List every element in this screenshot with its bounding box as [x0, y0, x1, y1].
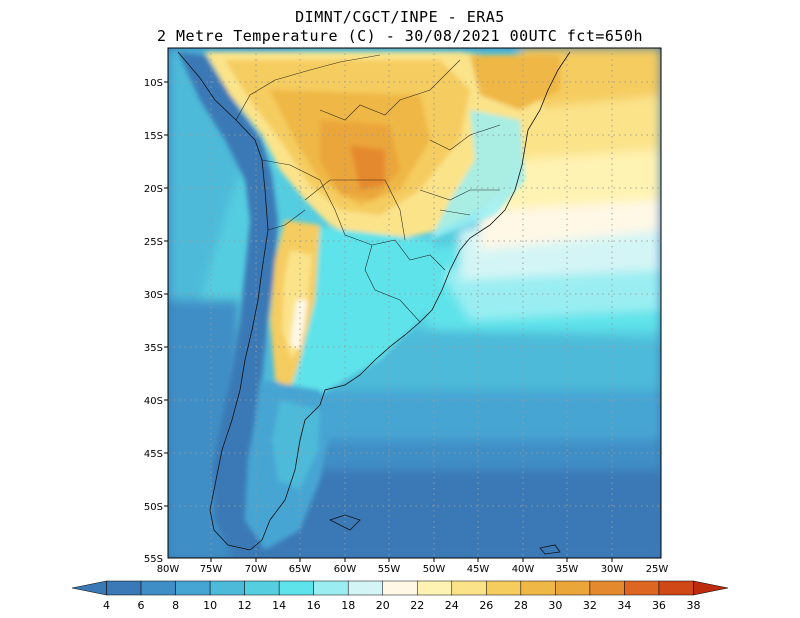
- lon-label: 50W: [423, 564, 446, 575]
- colorbar-label: 32: [583, 599, 597, 612]
- lon-label: 45W: [467, 564, 490, 575]
- colorbar-arrow-high: [693, 580, 729, 596]
- colorbar-label: 16: [307, 599, 321, 612]
- graticule: [168, 48, 661, 558]
- colorbar-swatch: [486, 580, 522, 596]
- colorbar-label: 36: [652, 599, 666, 612]
- lat-label: 30S: [144, 290, 163, 301]
- colorbar-swatch: [209, 580, 245, 596]
- title-line-2: 2 Metre Temperature (C) - 30/08/2021 00U…: [156, 27, 644, 45]
- lon-label: 65W: [289, 564, 312, 575]
- colorbar-label: 12: [238, 599, 252, 612]
- colorbar-label: 14: [272, 599, 286, 612]
- lon-label: 25W: [646, 564, 669, 575]
- lat-label: 50S: [144, 502, 163, 513]
- colorbar-swatch: [520, 580, 556, 596]
- lat-label: 15S: [144, 131, 163, 142]
- colorbar: 4 6 8 10 12 14 16 18 20 22 24 26 28 30 32 34 36 38: [71, 580, 729, 612]
- colorbar-label: 28: [514, 599, 528, 612]
- lat-label: 45S: [144, 449, 163, 460]
- colorbar-swatch: [589, 580, 625, 596]
- lat-ticks: [164, 81, 168, 507]
- lon-label: 30W: [601, 564, 624, 575]
- colorbar-swatch: [658, 580, 694, 596]
- colorbar-swatch: [417, 580, 453, 596]
- borders: [235, 54, 501, 323]
- lat-label: 25S: [144, 237, 163, 248]
- lon-label: 70W: [245, 564, 268, 575]
- title-line-1: DIMNT/CGCT/INPE - ERA5: [295, 8, 505, 26]
- plot-frame: [167, 47, 662, 559]
- colorbar-swatch: [106, 580, 142, 596]
- colorbar-label: 4: [103, 599, 110, 612]
- lon-label: 35W: [556, 564, 579, 575]
- colorbar-arrow-low: [71, 580, 107, 596]
- lon-label: 75W: [200, 564, 223, 575]
- lon-label: 55W: [378, 564, 401, 575]
- lat-label: 35S: [144, 343, 163, 354]
- colorbar-label: 38: [686, 599, 700, 612]
- longitude-labels: 80W 75W 70W 65W 60W 55W 50W 45W 40W 35W …: [157, 564, 669, 575]
- lat-label: 55S: [144, 554, 163, 565]
- lon-label: 60W: [334, 564, 357, 575]
- colorbar-swatch: [451, 580, 487, 596]
- colorbar-label: 24: [445, 599, 459, 612]
- lon-ticks: [210, 558, 613, 562]
- colorbar-label: 6: [138, 599, 145, 612]
- colorbar-label: 18: [341, 599, 355, 612]
- lat-label: 10S: [144, 78, 163, 89]
- colorbar-swatch: [140, 580, 176, 596]
- colorbar-swatch: [555, 580, 591, 596]
- colorbar-label: 26: [479, 599, 493, 612]
- lat-label: 40S: [144, 396, 163, 407]
- colorbar-swatch: [313, 580, 349, 596]
- colorbar-swatch: [175, 580, 211, 596]
- lat-label: 20S: [144, 184, 163, 195]
- lon-label: 40W: [512, 564, 535, 575]
- colorbar-label: 30: [548, 599, 562, 612]
- colorbar-label: 34: [617, 599, 631, 612]
- lon-label: 80W: [157, 564, 180, 575]
- colorbar-swatch: [244, 580, 280, 596]
- colorbar-swatch: [382, 580, 418, 596]
- colorbar-swatch: [278, 580, 314, 596]
- colorbar-swatch: [347, 580, 383, 596]
- latitude-labels: 10S 15S 20S 25S 30S 35S 40S 45S 50S 55S: [144, 78, 163, 565]
- colorbar-label: 22: [410, 599, 424, 612]
- temperature-field: [168, 48, 661, 558]
- colorbar-label: 8: [172, 599, 179, 612]
- colorbar-label: 10: [203, 599, 217, 612]
- colorbar-label: 20: [376, 599, 390, 612]
- colorbar-swatch: [624, 580, 660, 596]
